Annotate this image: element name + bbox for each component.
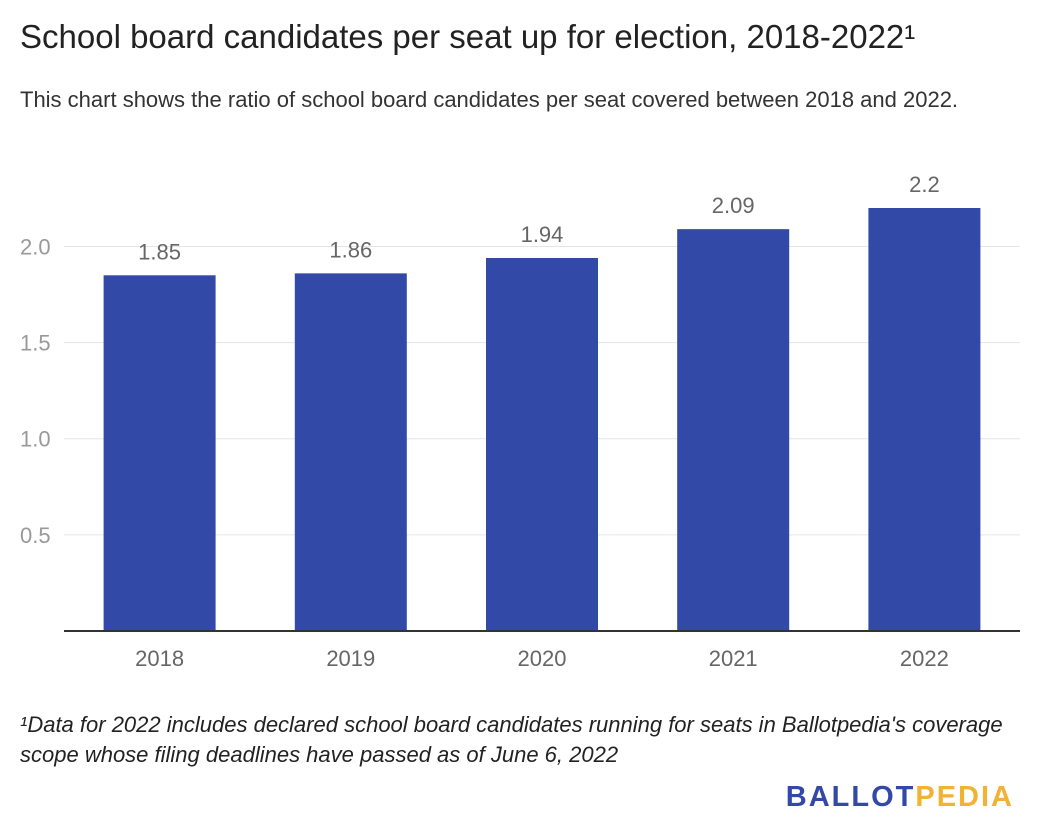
chart-subtitle: This chart shows the ratio of school boa… [20,87,959,112]
value-label: 1.94 [521,222,564,247]
y-tick-label: 2.0 [20,234,51,259]
bar [486,257,598,631]
value-label: 2.09 [712,193,755,218]
y-tick-label: 0.5 [20,523,51,548]
bar [103,275,216,631]
x-tick-label: 2019 [326,646,375,671]
x-tick-label: 2018 [135,646,184,671]
logo-part-pedia: PEDIA [915,781,1014,813]
y-tick-label: 1.0 [20,427,51,452]
x-tick-label: 2020 [518,646,567,671]
value-label: 1.85 [138,239,181,264]
bar [677,229,790,631]
footnote: ¹Data for 2022 includes declared school … [20,712,1003,767]
x-tick-label: 2022 [900,646,949,671]
bar [294,273,407,631]
logo-part-ballot: BALLOT [785,781,916,813]
chart-title: School board candidates per seat up for … [20,18,916,55]
value-label: 1.86 [329,237,372,262]
bar [868,208,981,631]
x-tick-label: 2021 [709,646,758,671]
value-label: 2.2 [909,172,940,197]
y-tick-label: 1.5 [20,331,51,356]
ballotpedia-logo: BALLOTPEDIA [786,781,1014,814]
